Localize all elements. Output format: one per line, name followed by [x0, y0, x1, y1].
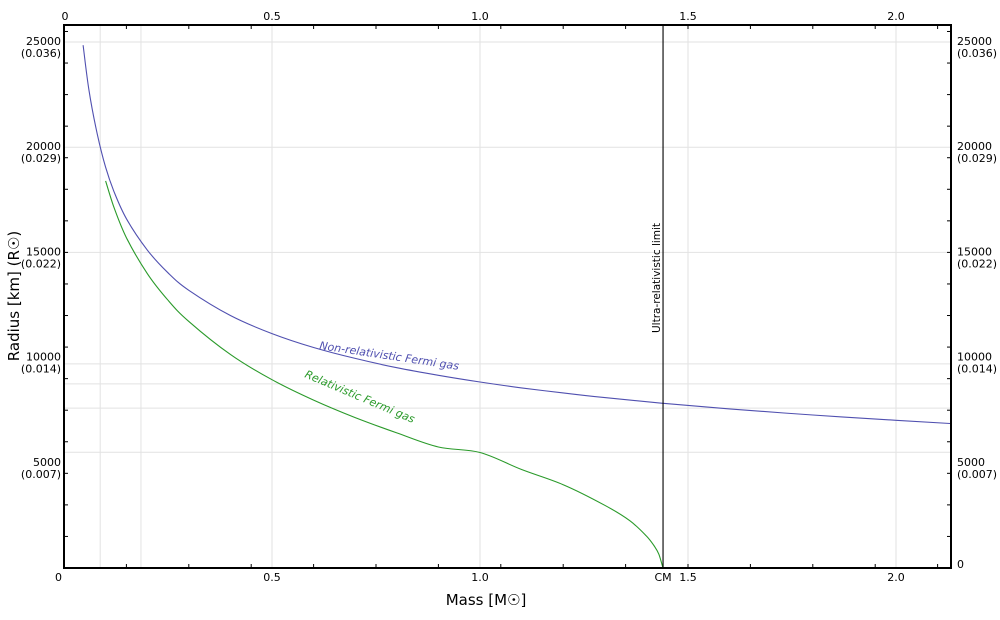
y-tick-sublabel-right: (0.007): [957, 468, 997, 481]
y-tick-sublabel: (0.029): [21, 152, 61, 165]
y-tick-label: 15000: [26, 245, 61, 258]
x-tick-label-top: 1.0: [471, 10, 489, 23]
y-tick-label-right: 10000: [957, 351, 992, 364]
y-tick-sublabel-right: (0.036): [957, 47, 997, 60]
y-tick-sublabel: (0.022): [21, 257, 61, 270]
x-tick-label: 2.0: [887, 571, 905, 584]
y-tick-sublabel-right: (0.022): [957, 257, 997, 270]
x-tick-label: 1.5: [679, 571, 697, 584]
y-tick-label-right: 15000: [957, 245, 992, 258]
y-tick-sublabel: (0.007): [21, 468, 61, 481]
y-tick-label-right: 20000: [957, 140, 992, 153]
y-tick-label: 20000: [26, 140, 61, 153]
y-tick-sublabel-right: (0.014): [957, 363, 997, 376]
curves: [82, 45, 951, 569]
x-tick-label-top: 0.5: [263, 10, 281, 23]
y-tick-sublabel: (0.036): [21, 47, 61, 60]
y-tick-label-right: 25000: [957, 35, 992, 48]
axis-tick-labels: 0 0.5 1.0 CM 1.5 2.00 0.5 1.0 1.5 2.005000(0.007)…: [21, 10, 997, 584]
y-tick-label: 25000: [26, 35, 61, 48]
grid-lines: [64, 25, 951, 568]
y-tick-sublabel-right: (0.029): [957, 152, 997, 165]
axis-ticks: [64, 25, 951, 568]
x-tick-label-top: 2.0: [887, 10, 905, 23]
x-tick-label: 0.5: [263, 571, 281, 584]
plot-frame: [63, 24, 952, 569]
y-axis-title: Radius [km] (R☉): [5, 231, 23, 361]
x-tick-label: 1.0: [471, 571, 489, 584]
relativistic-curve: [105, 180, 664, 569]
x-axis-title: Mass [M☉]: [446, 591, 527, 609]
y-tick-label-right: 5000: [957, 456, 985, 469]
x-tick-label: CM: [654, 571, 671, 584]
non-relativistic-label: Non-relativistic Fermi gas: [319, 339, 461, 373]
x-tick-label: 0: [55, 571, 62, 584]
non-relativistic-curve: [82, 45, 951, 425]
y-tick-label: 10000: [26, 351, 61, 364]
y-tick-sublabel: (0.014): [21, 363, 61, 376]
y-tick-label: 5000: [33, 456, 61, 469]
x-tick-label-top: 0: [62, 10, 69, 23]
ultra-relativistic-limit-label: Ultra-relativistic limit: [651, 223, 663, 333]
x-tick-label-top: 1.5: [679, 10, 697, 23]
relativistic-label: Relativistic Fermi gas: [303, 368, 417, 426]
y-tick-label-right: 0: [957, 558, 964, 571]
